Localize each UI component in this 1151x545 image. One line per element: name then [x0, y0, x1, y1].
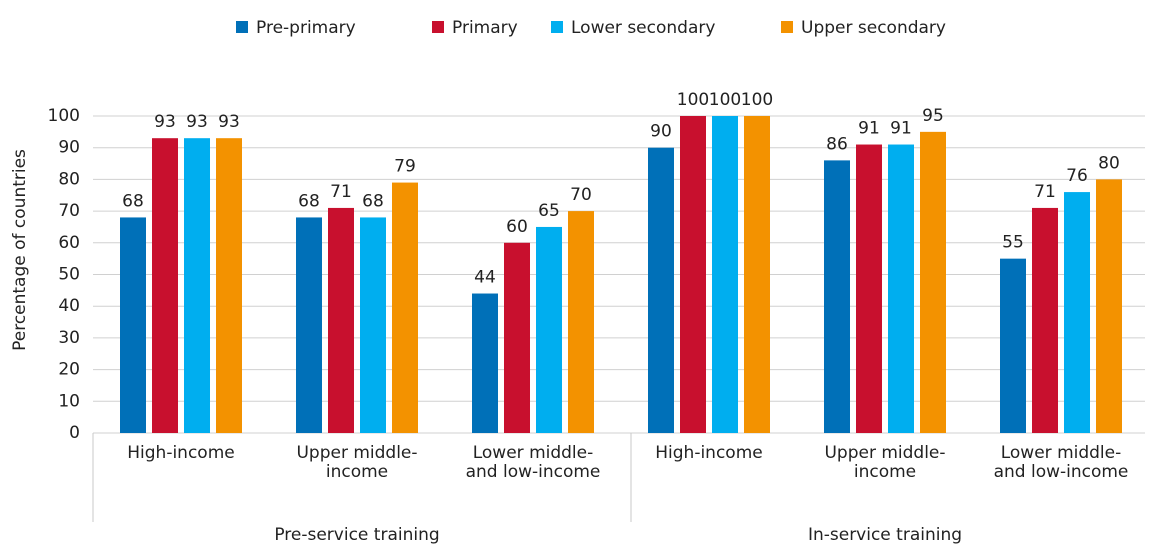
bar	[328, 207, 354, 433]
x-tick-label: Upper middle-income	[296, 443, 417, 482]
y-tick-label: 60	[58, 233, 80, 253]
bar	[1064, 192, 1090, 433]
bar	[568, 211, 594, 433]
bar	[888, 144, 914, 433]
y-tick-label: 20	[58, 360, 80, 380]
value-label: 79	[394, 157, 416, 177]
legend-label: Primary	[452, 18, 518, 38]
y-tick-label: 10	[58, 391, 80, 411]
value-label: 80	[1098, 153, 1120, 173]
bar	[216, 138, 242, 433]
bar	[296, 217, 322, 433]
value-label: 44	[474, 268, 496, 288]
value-label: 70	[570, 185, 592, 205]
value-label: 76	[1066, 166, 1088, 186]
y-tick-label: 40	[58, 296, 80, 316]
y-tick-label: 100	[48, 106, 80, 126]
bar	[120, 217, 146, 433]
value-label: 100	[677, 90, 709, 110]
group-label: In-service training	[808, 525, 962, 545]
x-tick-label: Upper middle-income	[824, 443, 945, 482]
legend-label: Pre-primary	[256, 18, 356, 38]
y-tick-label: 70	[58, 201, 80, 221]
y-tick-label: 90	[58, 138, 80, 158]
legend-label: Lower secondary	[571, 18, 715, 38]
value-label: 93	[154, 112, 176, 132]
bar	[504, 242, 530, 433]
value-label: 90	[650, 122, 672, 142]
value-label: 71	[330, 182, 352, 202]
legend-swatch	[781, 21, 793, 33]
y-tick-label: 50	[58, 265, 80, 285]
bar	[920, 131, 946, 433]
value-label: 100	[709, 90, 741, 110]
bar	[680, 116, 706, 433]
value-label: 68	[122, 191, 144, 211]
y-tick-label: 80	[58, 169, 80, 189]
bar	[360, 217, 386, 433]
x-tick-label: Lower middle-and low-income	[994, 443, 1129, 482]
bar	[1032, 207, 1058, 433]
x-tick-label: Lower middle-and low-income	[466, 443, 601, 482]
legend-swatch	[236, 21, 248, 33]
bar	[1096, 179, 1122, 433]
y-tick-label: 0	[69, 423, 80, 443]
value-label: 68	[298, 191, 320, 211]
bar	[856, 144, 882, 433]
value-label: 91	[858, 119, 880, 139]
bar	[472, 293, 498, 433]
bar	[392, 182, 418, 433]
y-axis-label: Percentage of countries	[10, 149, 30, 351]
legend-swatch	[432, 21, 444, 33]
x-tick-label: High-income	[127, 443, 234, 463]
bar	[184, 138, 210, 433]
bar	[1000, 258, 1026, 433]
legend-label: Upper secondary	[801, 18, 946, 38]
bar	[648, 147, 674, 433]
value-label: 91	[890, 119, 912, 139]
bar	[712, 116, 738, 433]
group-label: Pre-service training	[274, 525, 439, 545]
value-label: 95	[922, 106, 944, 126]
value-label: 100	[741, 90, 773, 110]
y-tick-label: 30	[58, 328, 80, 348]
bar	[824, 160, 850, 433]
value-label: 93	[186, 112, 208, 132]
value-label: 65	[538, 201, 560, 221]
value-label: 68	[362, 191, 384, 211]
bar	[152, 138, 178, 433]
value-label: 71	[1034, 182, 1056, 202]
value-label: 93	[218, 112, 240, 132]
value-label: 55	[1002, 233, 1024, 253]
bar	[744, 116, 770, 433]
value-label: 60	[506, 217, 528, 237]
bar	[536, 226, 562, 433]
x-tick-label: High-income	[655, 443, 762, 463]
value-label: 86	[826, 134, 848, 154]
legend-swatch	[551, 21, 563, 33]
